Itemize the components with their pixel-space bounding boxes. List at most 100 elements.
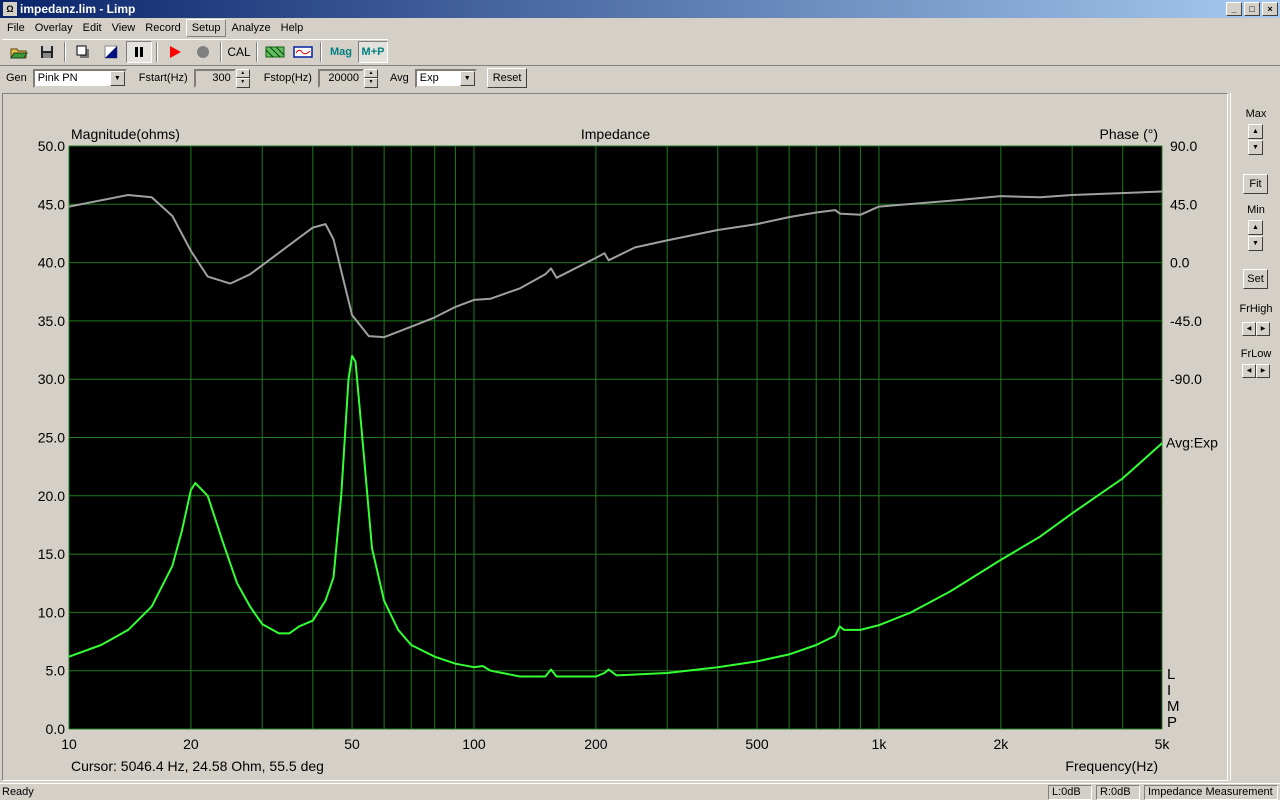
max-label: Max [1245,108,1267,120]
y2-tick-label: 45.0 [1170,196,1197,212]
y-tick-label: 0.0 [46,721,66,737]
axis-control-panel: Max ▲ ▼ Fit Min ▲ ▼ Set FrHigh ◀ ▶ FrLow … [1230,93,1280,781]
avg-label: Avg [389,72,409,84]
y-tick-label: 40.0 [38,255,65,271]
x-tick-label: 200 [584,736,608,752]
avg-value: Exp [419,72,439,84]
mp-button[interactable]: M+P [358,41,388,63]
fit-button[interactable]: Fit [1243,174,1268,194]
min-up-button[interactable]: ▲ [1248,220,1263,235]
limp-watermark-letter: L [1167,666,1175,683]
x-tick-label: 2k [993,736,1009,752]
series-line-phase [68,190,1163,339]
maximize-button[interactable]: □ [1244,2,1260,16]
gen-value: Pink PN [37,72,78,84]
record-icon[interactable] [190,41,216,63]
y2-tick-label: -90.0 [1170,371,1202,387]
chevron-down-icon[interactable]: ▼ [459,70,475,86]
frhigh-label: FrHigh [1239,303,1273,315]
series-line-magnitude [68,354,1163,678]
frlow-left-button[interactable]: ◀ [1242,364,1256,378]
y-tick-label: 50.0 [38,138,65,154]
menu-bar: File Overlay Edit View Record Setup Anal… [0,18,1280,38]
status-left-gain: L:0dB [1048,785,1092,800]
waveform-icon[interactable] [290,41,316,63]
play-icon[interactable] [162,41,188,63]
limp-watermark-letter: M [1167,698,1180,715]
pause-icon[interactable] [126,41,152,63]
min-label: Min [1247,204,1265,216]
y2-tick-label: -45.0 [1170,313,1202,329]
y-axis-label: Magnitude(ohms) [71,126,180,142]
y-tick-label: 20.0 [38,488,65,504]
close-button[interactable]: × [1262,2,1278,16]
app-icon[interactable]: Ω [3,2,17,16]
avg-annotation: Avg:Exp [1166,434,1218,450]
menu-record[interactable]: Record [145,22,181,34]
open-folder-icon[interactable] [6,41,32,63]
x-tick-label: 5k [1155,736,1171,752]
minimize-button[interactable]: _ [1226,2,1242,16]
avg-select[interactable]: Exp ▼ [414,68,477,88]
save-icon[interactable] [34,41,60,63]
menu-file[interactable]: File [7,22,25,34]
params-bar: Gen Pink PN ▼ Fstart(Hz) 300 ▲ ▼ Fstop(Hz) … [0,65,1280,90]
reset-button[interactable]: Reset [486,68,528,88]
gen-label: Gen [6,72,27,84]
chart-panel: 0.0 5.0 10.0 15.0 20.0 25.0 30.0 35.0 40.0 45.0 50… [2,93,1228,781]
x-tick-label: 100 [462,736,486,752]
grid-icon[interactable] [262,41,288,63]
y-tick-label: 25.0 [38,430,65,446]
max-down-button[interactable]: ▼ [1248,140,1263,155]
max-up-button[interactable]: ▲ [1248,124,1263,139]
menu-help[interactable]: Help [280,22,304,34]
y-tick-label: 15.0 [38,546,65,562]
fstart-input[interactable]: 300 [193,68,236,88]
frhigh-buttons: ◀ ▶ [1242,322,1270,336]
gen-select[interactable]: Pink PN ▼ [32,68,127,88]
limp-watermark-letter: P [1167,714,1177,731]
cal-button[interactable]: CAL [227,45,251,59]
set-button[interactable]: Set [1243,269,1268,289]
min-down-button[interactable]: ▼ [1248,236,1263,251]
fstop-label: Fstop(Hz) [263,72,312,84]
fstop-spinner[interactable]: ▲ ▼ [363,68,378,88]
copy-icon[interactable] [70,41,96,63]
x-axis-label: Frequency(Hz) [1065,758,1158,774]
frlow-buttons: ◀ ▶ [1242,364,1270,378]
y-tick-label: 5.0 [46,663,66,679]
x-tick-label: 1k [872,736,888,752]
menu-edit[interactable]: Edit [82,22,102,34]
mag-button[interactable]: Mag [330,46,352,58]
x-tick-label: 20 [183,736,199,752]
y-tick-label: 30.0 [38,371,65,387]
status-mode: Impedance Measurement [1144,785,1278,800]
frhigh-left-button[interactable]: ◀ [1242,322,1256,336]
contrast-icon[interactable] [98,41,124,63]
impedance-chart[interactable]: 0.0 5.0 10.0 15.0 20.0 25.0 30.0 35.0 40.0 45.0 50… [3,94,1227,780]
menu-setup[interactable]: Setup [185,19,227,37]
menu-overlay[interactable]: Overlay [34,22,73,34]
menu-view[interactable]: View [111,22,136,34]
frhigh-right-button[interactable]: ▶ [1256,322,1270,336]
y-tick-label: 35.0 [38,313,65,329]
fstart-spinner[interactable]: ▲ ▼ [235,68,250,88]
y2-tick-label: 90.0 [1170,138,1197,154]
chevron-down-icon[interactable]: ▼ [109,70,125,86]
x-tick-label: 50 [344,736,360,752]
cursor-readout: Cursor: 5046.4 Hz, 24.58 Ohm, 55.5 deg [71,758,324,774]
fstop-input[interactable]: 20000 [317,68,364,88]
fstart-label: Fstart(Hz) [138,72,188,84]
menu-analyze[interactable]: Analyze [231,22,271,34]
y2-axis-label: Phase (°) [1099,126,1158,142]
frlow-right-button[interactable]: ▶ [1256,364,1270,378]
status-ready: Ready [2,786,34,798]
status-bar: Ready L:0dB R:0dB Impedance Measurement [0,783,1280,800]
toolbar: CAL Mag M+P [2,39,388,64]
window-title: impedanz.lim - Limp [20,2,136,16]
chart-title: Impedance [581,126,650,142]
status-right-gain: R:0dB [1096,785,1140,800]
limp-watermark-letter: I [1167,682,1171,699]
x-tick-label: 10 [61,736,77,752]
x-tick-label: 500 [745,736,769,752]
